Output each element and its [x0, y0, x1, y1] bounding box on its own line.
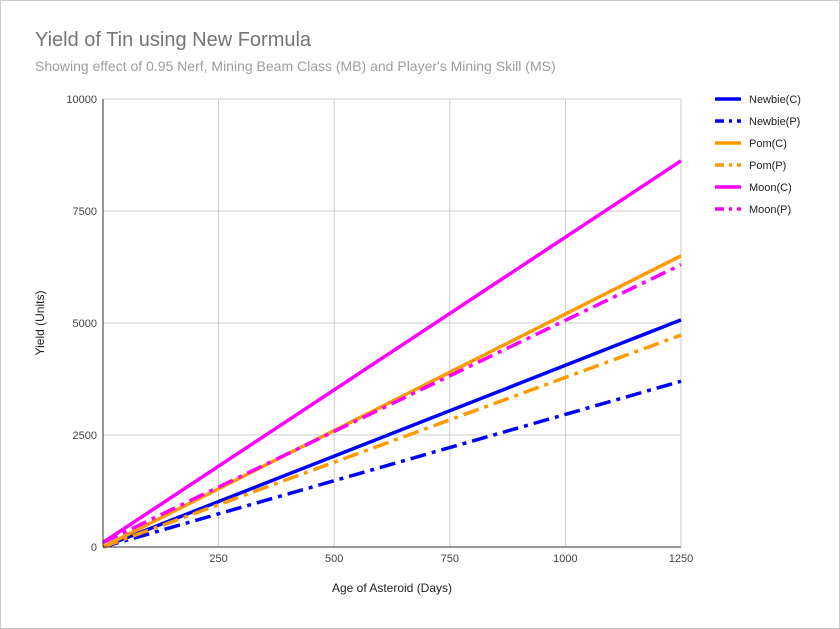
series-line-pom-p: [102, 333, 682, 549]
grid-lines: [103, 98, 682, 547]
legend: Newbie(C) Newbie(P) Pom(C) Pom(P) Moon(C) Moo…: [715, 94, 801, 216]
legend-label: Pom(C): [749, 138, 787, 150]
legend-item[interactable]: Moon(P): [715, 204, 791, 216]
legend-item[interactable]: Pom(C): [715, 138, 787, 150]
legend-label: Moon(C): [749, 182, 792, 194]
series-line-pom-c: [102, 254, 682, 549]
chart-subtitle: Showing effect of 0.95 Nerf, Mining Beam…: [35, 58, 556, 74]
series-line-newbie-c: [102, 318, 682, 549]
x-tick-label: 1000: [553, 553, 577, 565]
x-tick-label: 1250: [669, 553, 693, 565]
legend-item[interactable]: Newbie(P): [715, 116, 800, 128]
legend-item[interactable]: Newbie(C): [715, 94, 801, 106]
x-axis-title: Age of Asteroid (Days): [332, 581, 452, 595]
x-tick-label: 500: [325, 553, 343, 565]
legend-label: Newbie(C): [749, 94, 801, 106]
legend-item[interactable]: Pom(P): [715, 160, 786, 172]
y-tick-label: 10000: [66, 94, 97, 106]
legend-label: Newbie(P): [749, 116, 800, 128]
chart-title: Yield of Tin using New Formula: [35, 29, 312, 51]
y-tick-label: 7500: [73, 206, 97, 218]
x-tick-label: 750: [441, 553, 459, 565]
axes-layer: 0 2500 5000 7500 10000 250 500 750 1000 1250: [66, 94, 693, 565]
legend-label: Moon(P): [749, 204, 791, 216]
y-tick-label: 2500: [73, 430, 97, 442]
legend-item[interactable]: Moon(C): [715, 182, 792, 194]
legend-label: Pom(P): [749, 160, 786, 172]
y-axis-title: Yield (Units): [33, 291, 47, 356]
series-line-moon-c: [102, 159, 682, 544]
series-line-moon-p: [102, 263, 682, 545]
x-tick-label: 250: [209, 553, 227, 565]
y-tick-label: 0: [91, 542, 97, 554]
series-layer: [102, 159, 682, 549]
series-line-newbie-p: [102, 379, 682, 549]
y-tick-label: 5000: [73, 318, 97, 330]
